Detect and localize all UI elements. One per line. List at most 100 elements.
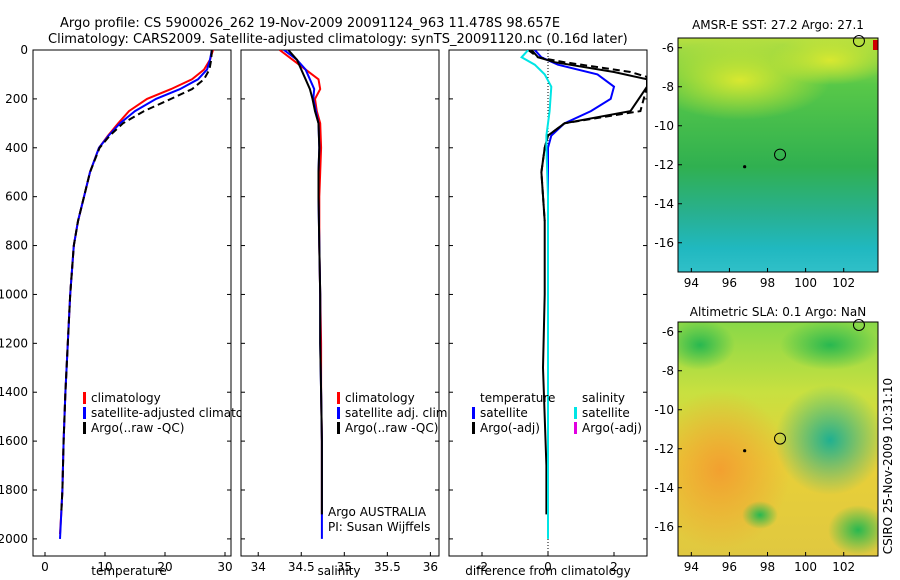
series-line-2 bbox=[287, 50, 323, 515]
legend-label: Argo(..raw -QC) bbox=[91, 421, 184, 435]
map-y-tick-label: -8 bbox=[662, 80, 674, 94]
edge-marker bbox=[852, 319, 865, 331]
argo-position-marker bbox=[774, 148, 787, 161]
legend-swatch bbox=[337, 422, 340, 434]
legend-title-temperature: temperature bbox=[480, 391, 555, 405]
header-line-1: Argo profile: CS 5900026_262 19-Nov-2009… bbox=[60, 16, 560, 31]
sla-map-markers bbox=[743, 319, 865, 453]
sst-heatmap bbox=[678, 38, 878, 272]
map-y-tick-label: -10 bbox=[654, 119, 674, 133]
series-line-1 bbox=[59, 50, 213, 539]
sst-warm-patch-ne bbox=[770, 38, 878, 85]
argo-position-marker bbox=[774, 432, 787, 445]
legend-swatch bbox=[337, 407, 340, 419]
y-tick-label: 600 bbox=[5, 190, 28, 204]
y-tick-label: 1600 bbox=[0, 434, 28, 448]
sst-map-title: AMSR-E SST: 27.2 Argo: 27.1 bbox=[692, 18, 864, 32]
legend-swatch bbox=[83, 407, 86, 419]
sla-map-title: Altimetric SLA: 0.1 Argo: NaN bbox=[690, 305, 866, 319]
y-tick-label: 1800 bbox=[0, 483, 28, 497]
x-tick-label: 34 bbox=[251, 560, 266, 574]
sla-green-patch-n bbox=[780, 322, 878, 370]
y-tick-label: 400 bbox=[5, 141, 28, 155]
map-x-tick-label: 102 bbox=[832, 276, 855, 290]
credit-text: CSIRO 25-Nov-2009 10:31:10 bbox=[881, 378, 895, 554]
x-tick-label: 0 bbox=[41, 560, 49, 574]
legend-label: Argo(..raw -QC) bbox=[345, 421, 438, 435]
legend-swatch bbox=[574, 407, 577, 419]
difference-lines bbox=[520, 50, 647, 539]
sst-map-panel: AMSR-E SST: 27.2 Argo: 27.1 94 96 98 100 102… bbox=[654, 18, 879, 290]
difference-legend: temperature salinitysatelliteArgo(-adj)sa… bbox=[472, 391, 642, 435]
map-x-tick-label: 102 bbox=[832, 560, 855, 574]
legend-label: Argo(-adj) bbox=[582, 421, 642, 435]
map-x-tick-label: 98 bbox=[760, 276, 775, 290]
legend-title-salinity: salinity bbox=[582, 391, 625, 405]
salinity-ticks: 34 34.5 35 35.5 36 bbox=[241, 49, 439, 574]
difference-panel: -2 0 2 temperature salinitysatelliteArgo(-a… bbox=[448, 49, 648, 578]
legend-label: satellite-adjusted climatology bbox=[91, 406, 269, 420]
series-line-2 bbox=[60, 50, 213, 515]
map-y-tick-label: -16 bbox=[654, 520, 674, 534]
legend-swatch bbox=[472, 407, 475, 419]
map-y-tick-label: -6 bbox=[662, 41, 674, 55]
y-tick-label: 800 bbox=[5, 239, 28, 253]
sla-green-patch-se bbox=[828, 505, 878, 555]
legend-label: satellite bbox=[582, 406, 630, 420]
map-x-tick-label: 98 bbox=[760, 560, 775, 574]
x-tick-label: 35 bbox=[337, 560, 352, 574]
sla-map-panel: Altimetric SLA: 0.1 Argo: NaN 94 96 98 100 1… bbox=[654, 305, 879, 574]
x-tick-label: 36 bbox=[423, 560, 438, 574]
legend-label: satellite bbox=[480, 406, 528, 420]
x-tick-label: 10 bbox=[97, 560, 112, 574]
salinity-annotation-line-2: PI: Susan Wijffels bbox=[328, 520, 430, 534]
sst-map-frame bbox=[677, 37, 879, 273]
map-y-tick-label: -12 bbox=[654, 442, 674, 456]
x-tick-label: 34.5 bbox=[288, 560, 315, 574]
header-line-2: Climatology: CARS2009. Satellite-adjuste… bbox=[48, 32, 628, 47]
x-tick-label: 30 bbox=[217, 560, 232, 574]
sla-green-spot bbox=[742, 501, 778, 529]
legend-label: climatology bbox=[345, 391, 415, 405]
y-tick-label: 2000 bbox=[0, 532, 28, 546]
series-line-2 bbox=[527, 50, 647, 222]
map-x-tick-label: 94 bbox=[684, 276, 699, 290]
map-y-tick-label: -12 bbox=[654, 158, 674, 172]
legend-label: climatology bbox=[91, 391, 161, 405]
map-y-tick-label: -14 bbox=[654, 481, 674, 495]
map-y-tick-label: -10 bbox=[654, 403, 674, 417]
track-point bbox=[743, 165, 747, 169]
legend-swatch bbox=[574, 422, 577, 434]
legend-label: satellite adj. clim. bbox=[345, 406, 451, 420]
legend-swatch bbox=[83, 422, 86, 434]
map-y-tick-label: -6 bbox=[662, 325, 674, 339]
sla-map-ticks: 94 96 98 100 102 -6 -8 -10 -12 -14 -16 bbox=[654, 325, 855, 574]
x-tick-label: 2 bbox=[610, 560, 618, 574]
map-y-tick-label: -14 bbox=[654, 197, 674, 211]
sla-teal-eddy bbox=[775, 385, 878, 495]
map-x-tick-label: 96 bbox=[722, 560, 737, 574]
track-point bbox=[743, 449, 747, 453]
legend-label: Argo(-adj) bbox=[480, 421, 540, 435]
difference-ticks: -2 0 2 bbox=[449, 49, 647, 574]
temperature-xlabel: temperature bbox=[91, 564, 166, 578]
y-tick-label: 1000 bbox=[0, 287, 28, 301]
y-tick-label: 200 bbox=[5, 92, 28, 106]
map-y-tick-label: -16 bbox=[654, 236, 674, 250]
x-tick-label: 0 bbox=[544, 560, 552, 574]
sla-green-patch-nw bbox=[678, 322, 735, 370]
legend-swatch bbox=[472, 422, 475, 434]
sst-map-markers bbox=[743, 35, 865, 169]
salinity-lines bbox=[279, 50, 323, 539]
map-x-tick-label: 94 bbox=[684, 560, 699, 574]
x-tick-label: 35.5 bbox=[374, 560, 401, 574]
salinity-xlabel: salinity bbox=[317, 564, 360, 578]
sla-heatmap bbox=[678, 322, 878, 556]
temperature-ticks: 0 10 20 30 0 200 400 600 800 1000 1200 1400 1600 1800… bbox=[0, 43, 233, 574]
temperature-lines bbox=[59, 50, 214, 539]
salinity-axes-frame bbox=[240, 49, 440, 557]
x-tick-label: -2 bbox=[476, 560, 488, 574]
